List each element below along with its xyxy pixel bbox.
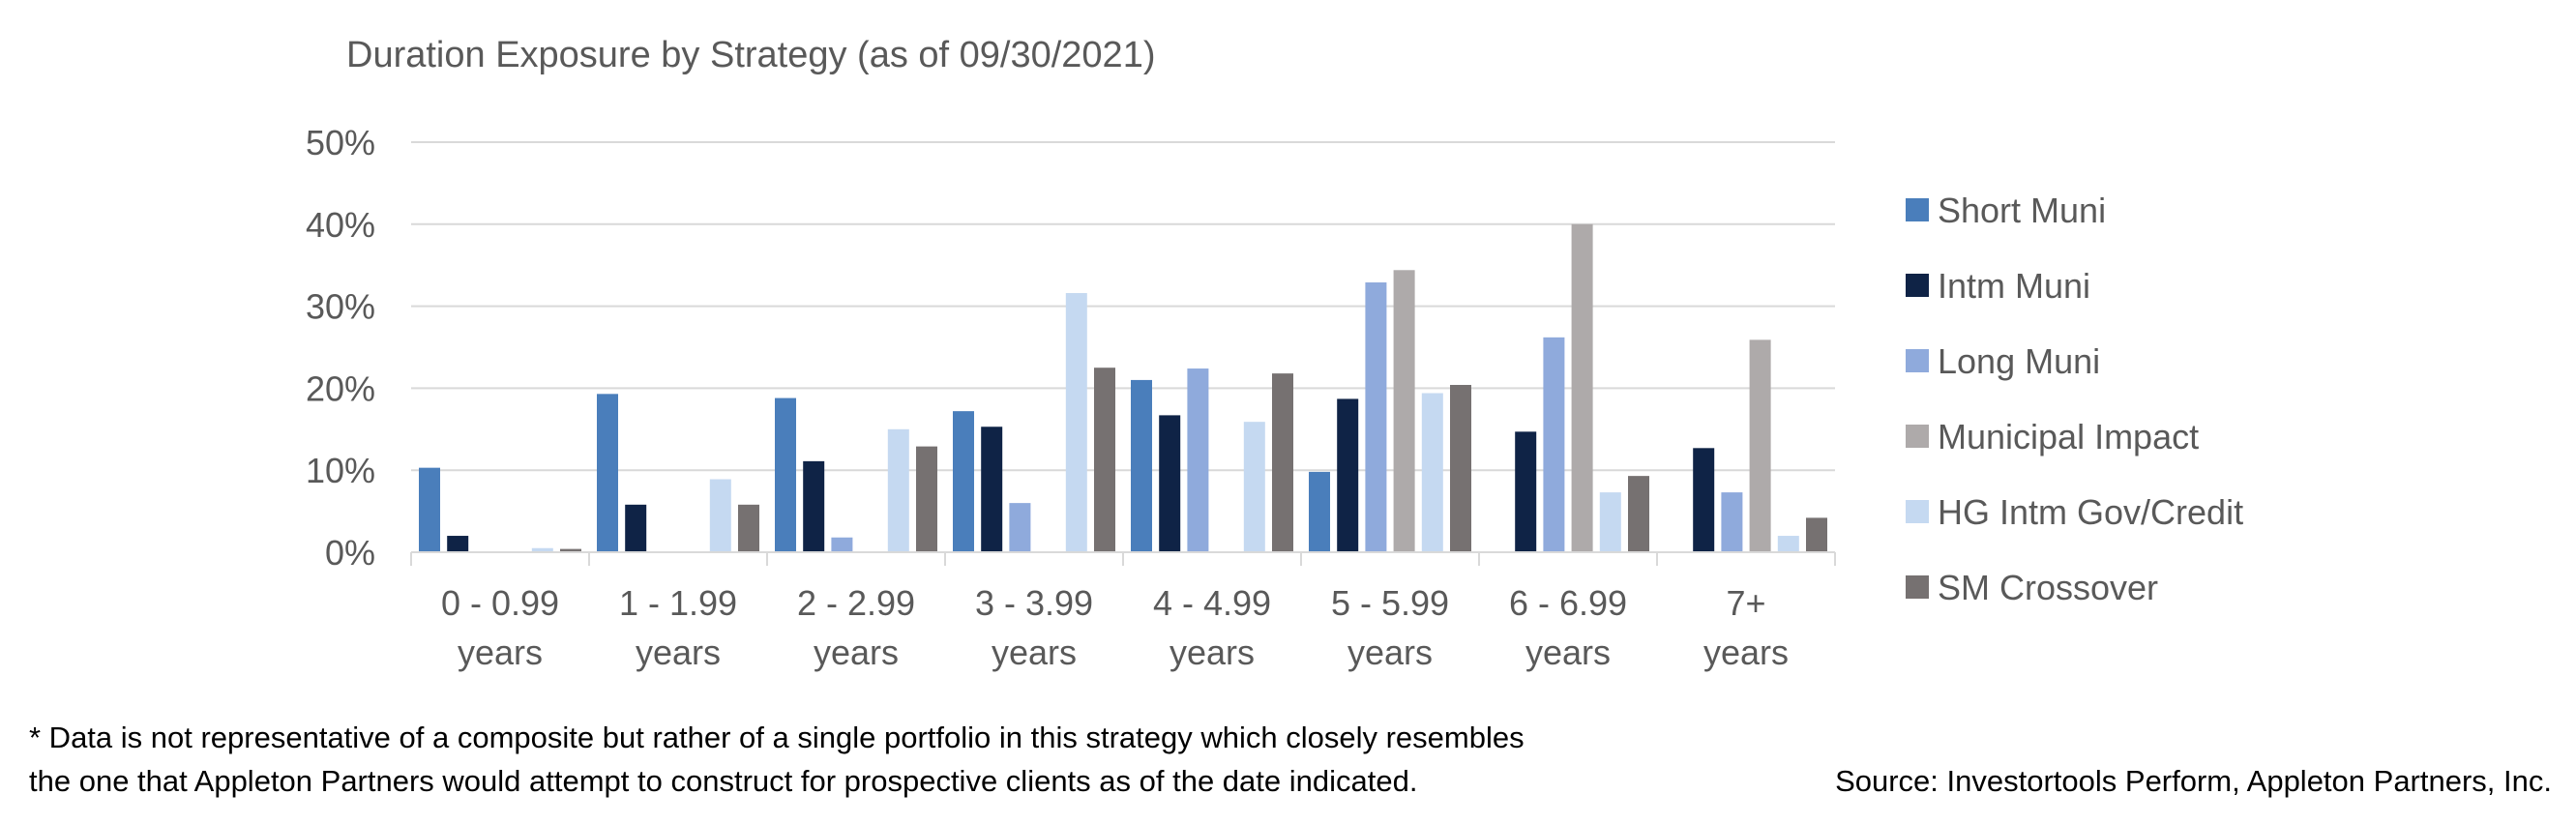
bars — [419, 223, 1827, 553]
bar — [953, 411, 974, 552]
bar — [1421, 393, 1443, 552]
bar — [1365, 282, 1387, 552]
bar — [1009, 503, 1031, 552]
footnote-line-2: the one that Appleton Partners would att… — [29, 764, 1418, 798]
bar — [1806, 517, 1827, 552]
bar — [1721, 492, 1743, 552]
legend: Short Muni Intm Muni Long Muni Municipal Im… — [1906, 191, 2243, 607]
legend-label: Intm Muni — [1938, 266, 2090, 306]
bar — [1337, 398, 1359, 552]
legend-label: HG Intm Gov/Credit — [1938, 492, 2243, 532]
bar — [625, 504, 647, 552]
y-tick-label: 10% — [306, 451, 375, 490]
chart-title: Duration Exposure by Strategy (as of 09/… — [346, 35, 1156, 75]
bar — [709, 479, 731, 552]
x-tick-label: years — [814, 633, 899, 672]
bar — [1309, 471, 1330, 552]
bar — [831, 537, 853, 552]
y-axis-tick-labels: 0% 10% 20% 30% 40% 50% — [306, 123, 375, 573]
x-tick-label: 6 - 6.99 — [1509, 583, 1627, 623]
bar — [1693, 448, 1715, 552]
bar — [1243, 422, 1265, 552]
x-tick-label: years — [992, 633, 1077, 672]
footnote-line-1: * Data is not representative of a compos… — [29, 721, 1525, 754]
legend-label: Municipal Impact — [1938, 417, 2199, 456]
legend-label: SM Crossover — [1938, 568, 2158, 607]
y-tick-label: 40% — [306, 205, 375, 245]
bar — [560, 548, 581, 552]
legend-swatch — [1906, 500, 1929, 523]
x-tick-label: years — [1703, 633, 1789, 672]
bar — [1628, 476, 1649, 552]
bar — [1094, 368, 1115, 552]
bar — [1272, 373, 1293, 552]
x-axis-tick-labels: 0 - 0.99 years 1 - 1.99 years 2 - 2.99 years 3… — [441, 583, 1789, 672]
x-tick-label: 2 - 2.99 — [797, 583, 915, 623]
bar — [1159, 415, 1181, 552]
x-tick-label: years — [1170, 633, 1255, 672]
legend-swatch — [1906, 575, 1929, 599]
bar — [1571, 223, 1593, 553]
bar — [1450, 385, 1471, 552]
x-tick-label: 1 - 1.99 — [619, 583, 737, 623]
bar — [419, 467, 440, 552]
bar — [597, 394, 618, 552]
bar — [738, 504, 759, 552]
legend-swatch — [1906, 349, 1929, 372]
bar — [1777, 536, 1799, 552]
x-tick-label: 5 - 5.99 — [1331, 583, 1449, 623]
bar — [916, 446, 937, 552]
x-tick-label: years — [458, 633, 543, 672]
bar — [1065, 293, 1087, 552]
source-note: Source: Investortools Perform, Appleton … — [1835, 764, 2552, 798]
y-tick-label: 50% — [306, 123, 375, 162]
x-tick-label: 3 - 3.99 — [975, 583, 1093, 623]
legend-swatch — [1906, 198, 1929, 221]
gridlines — [411, 141, 1835, 472]
x-tick-label: 7+ — [1726, 583, 1765, 623]
legend-swatch — [1906, 425, 1929, 448]
y-tick-label: 20% — [306, 368, 375, 408]
bar — [1749, 339, 1771, 552]
bar — [531, 547, 553, 552]
bar — [1131, 379, 1152, 552]
y-tick-label: 30% — [306, 287, 375, 327]
x-axis — [410, 551, 1836, 566]
bar — [1599, 492, 1621, 552]
bar — [447, 536, 469, 552]
x-tick-label: years — [636, 633, 721, 672]
bar — [981, 427, 1003, 552]
bar — [887, 428, 909, 552]
bar — [803, 460, 825, 552]
legend-label: Short Muni — [1938, 191, 2106, 230]
bar — [1543, 337, 1565, 552]
bar — [775, 397, 796, 552]
legend-swatch — [1906, 274, 1929, 297]
bar — [1515, 431, 1537, 552]
bar — [1393, 270, 1415, 552]
x-tick-label: years — [1347, 633, 1433, 672]
bar — [1187, 368, 1209, 552]
x-tick-label: years — [1525, 633, 1611, 672]
x-tick-label: 0 - 0.99 — [441, 583, 559, 623]
legend-label: Long Muni — [1938, 341, 2100, 381]
y-tick-label: 0% — [325, 533, 375, 573]
x-tick-label: 4 - 4.99 — [1153, 583, 1271, 623]
